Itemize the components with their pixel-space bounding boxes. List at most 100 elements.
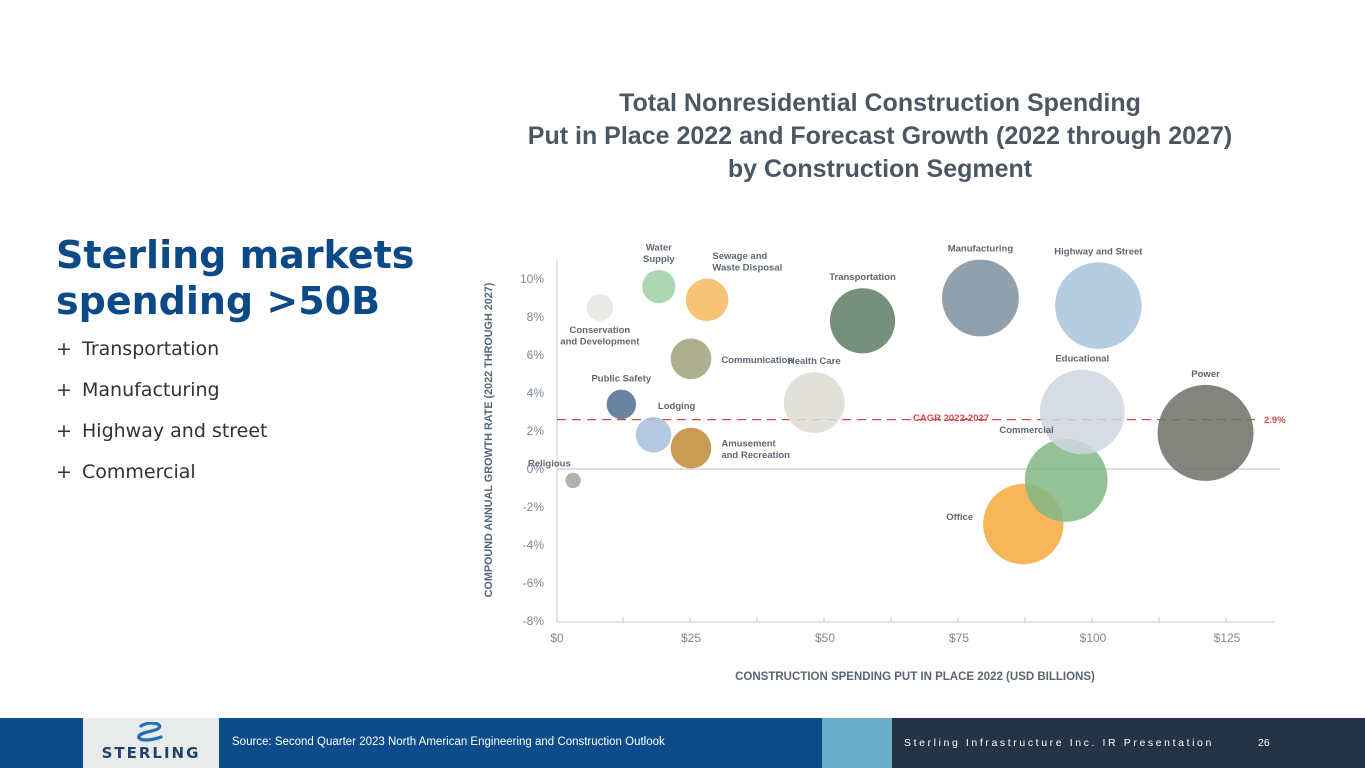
source-note: Source: Second Quarter 2023 North Americ…	[232, 736, 665, 748]
y-tick-label: 8%	[527, 310, 545, 324]
bubble-label: Communication	[721, 355, 793, 366]
bubble-label-line: Lodging	[658, 401, 696, 412]
bubble-label-line: and Development	[560, 336, 640, 347]
bubble-label-line: Office	[946, 512, 973, 523]
y-tick-label: 10%	[520, 272, 544, 286]
bullet-label: Manufacturing	[82, 379, 220, 401]
bubble-health-care	[783, 372, 845, 433]
bubble-label-line: Religious	[528, 459, 571, 470]
bubble-commercial	[1024, 439, 1108, 522]
bullet-label: Commercial	[82, 461, 196, 483]
plus-icon: +	[56, 461, 72, 483]
bubble-chart: Total Nonresidential Construction Spendi…	[483, 89, 1286, 683]
plus-icon: +	[56, 338, 72, 360]
bubble-label-line: Supply	[643, 254, 675, 265]
bubble-label: Commercial	[999, 425, 1053, 436]
y-tick-label: -8%	[523, 614, 545, 628]
plus-icon: +	[56, 420, 72, 442]
bubble-label: Amusement and Recreation	[721, 438, 790, 461]
heading-line-2: spending >50B	[56, 279, 381, 323]
presentation-title: Sterling Infrastructure Inc. IR Presenta…	[904, 737, 1214, 749]
bubble-label-line: Sewage and	[712, 251, 767, 262]
y-tick-label: 2%	[527, 424, 545, 438]
swoosh-icon	[137, 722, 163, 742]
bubble-amusement-and-recreation	[670, 427, 712, 469]
sterling-logo: STERLING	[83, 718, 219, 768]
bubble-label: Religious	[528, 459, 571, 470]
bubble-label-line: Manufacturing	[948, 244, 1014, 255]
bubble-lodging	[635, 417, 672, 453]
bubble-religious	[565, 472, 581, 489]
bubble-communication	[670, 338, 712, 380]
y-tick-label: -6%	[523, 576, 545, 590]
bubble-label: Highway and Street	[1054, 246, 1143, 257]
footer-bar: STERLING Source: Second Quarter 2023 Nor…	[0, 718, 1365, 768]
chart-title-line: Put in Place 2022 and Forecast Growth (2…	[528, 122, 1232, 150]
bubble-conservation-and-development	[586, 294, 614, 321]
y-tick-label: -2%	[523, 500, 545, 514]
bubble-label: Lodging	[658, 401, 696, 412]
x-tick-label: $0	[550, 631, 564, 645]
y-tick-label: 0%	[527, 462, 545, 476]
bubble-label: Power	[1191, 369, 1220, 380]
bubble-label: Water Supply	[643, 242, 675, 265]
slide-heading: Sterling markets spending >50B	[56, 232, 414, 324]
bubble-label-line: Transportation	[829, 272, 896, 283]
bullet-label: Transportation	[82, 338, 220, 360]
page-number: 26	[1258, 737, 1270, 749]
bubble-highway-and-street	[1055, 262, 1142, 349]
bubble-label-line: Communication	[721, 355, 793, 366]
bubble-label-line: Waste Disposal	[712, 263, 782, 274]
bubble-label-line: Health Care	[788, 356, 841, 367]
bubble-label-line: Educational	[1055, 354, 1109, 365]
cagr-label: CAGR 2022-2027	[913, 413, 989, 424]
footer-accent-band	[822, 718, 892, 768]
x-tick-label: $125	[1214, 631, 1241, 645]
bubble-label-line: Highway and Street	[1054, 246, 1143, 257]
bullet-item: + Highway and street	[56, 420, 268, 461]
x-tick-label: $25	[681, 631, 701, 645]
bubble-educational	[1039, 369, 1125, 455]
bubble-label: Conservation and Development	[560, 325, 640, 348]
bubble-label-line: Amusement	[721, 438, 776, 449]
bubble-transportation	[829, 288, 896, 354]
bullet-item: + Manufacturing	[56, 379, 268, 420]
bubble-label-line: Power	[1191, 369, 1220, 380]
bubble-label: Office	[946, 512, 973, 523]
bubble-label-line: and Recreation	[721, 450, 790, 461]
bubble-label-line: Conservation	[570, 325, 631, 336]
bullet-item: + Transportation	[56, 338, 268, 379]
bubble-label-line: Water	[646, 242, 672, 253]
x-tick-label: $50	[815, 631, 835, 645]
heading-line-1: Sterling markets	[56, 233, 415, 277]
x-tick-label: $100	[1080, 631, 1107, 645]
y-axis-title: COMPOUND ANNUAL GROWTH RATE (2022 THROUG…	[483, 282, 495, 597]
x-axis-title: CONSTRUCTION SPENDING PUT IN PLACE 2022 …	[735, 671, 1095, 683]
bubble-sewage-and-waste-disposal	[685, 278, 729, 322]
bubble-label: Sewage and Waste Disposal	[712, 251, 782, 274]
bubble-public-safety	[606, 389, 637, 420]
chart-title-line: by Construction Segment	[728, 155, 1033, 183]
bubble-power	[1157, 384, 1254, 481]
x-tick-label: $75	[949, 631, 969, 645]
bubble-label-line: Public Safety	[591, 374, 651, 385]
plus-icon: +	[56, 379, 72, 401]
bullet-item: + Commercial	[56, 461, 268, 502]
market-bullet-list: + Transportation + Manufacturing + Highway …	[56, 338, 268, 502]
bubble-water-supply	[642, 269, 676, 304]
bubble-label: Manufacturing	[948, 244, 1014, 255]
bubble-label: Educational	[1055, 354, 1109, 365]
logo-wordmark: STERLING	[101, 744, 201, 762]
chart-title-line: Total Nonresidential Construction Spendi…	[619, 89, 1141, 117]
y-tick-label: 6%	[527, 348, 545, 362]
footer-dark-band	[892, 718, 1365, 768]
bubble-label: Transportation	[829, 272, 896, 283]
y-tick-label: -4%	[523, 538, 545, 552]
bubble-label: Public Safety	[591, 374, 651, 385]
bullet-label: Highway and street	[82, 420, 268, 442]
bubble-label: Health Care	[788, 356, 841, 367]
bubble-manufacturing	[942, 259, 1019, 337]
bubble-label-line: Commercial	[999, 425, 1053, 436]
y-tick-label: 4%	[527, 386, 545, 400]
cagr-value-label: 2.9%	[1264, 415, 1286, 426]
